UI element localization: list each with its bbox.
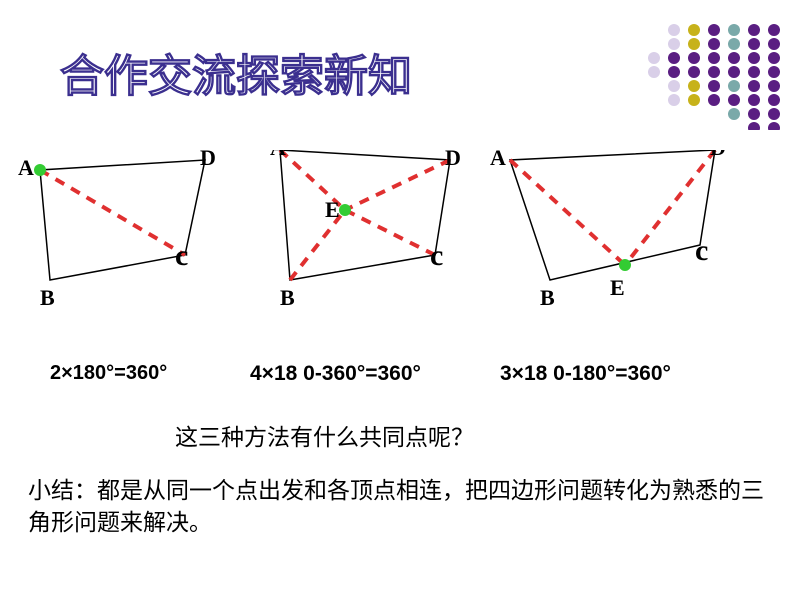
svg-text:B: B [540,285,555,310]
formula-1: 2×180°=360° [50,362,167,385]
quadrilateral-diagrams: A Bc D A Bc D E A Bc D E [0,150,794,330]
svg-text:c: c [430,239,443,272]
svg-text:A: A [270,150,286,160]
svg-text:B: B [40,285,55,310]
svg-text:A: A [490,150,506,170]
summary-text: 小结：都是从同一个点出发和各顶点相连，把四边形问题转化为熟悉的三角形问题来解决。 [28,475,768,539]
corner-dots-decoration [624,20,784,130]
svg-text:A: A [18,155,34,180]
formula-2: 4×18 0-360°=360° [250,362,421,386]
svg-text:B: B [280,285,295,310]
title-text: 合作交流探索新知 [60,52,412,101]
svg-text:D: D [200,150,216,170]
svg-text:D: D [445,150,461,170]
svg-text:D: D [710,150,726,160]
svg-text:c: c [695,234,708,267]
svg-text:c: c [175,239,188,272]
formula-3: 3×18 0-180°=360° [500,362,671,386]
slide-title: 合作交流探索新知 [60,40,412,104]
svg-text:E: E [610,275,625,300]
svg-text:E: E [325,197,340,222]
question-text: 这三种方法有什么共同点呢？ [175,418,474,452]
